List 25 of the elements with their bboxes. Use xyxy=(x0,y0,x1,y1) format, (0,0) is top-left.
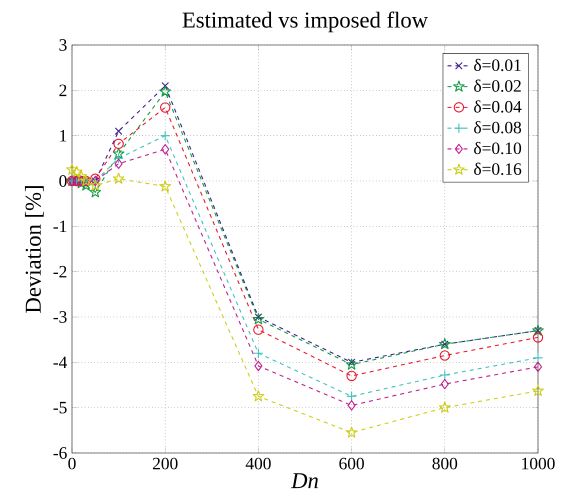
chart-title: Estimated vs imposed flow xyxy=(182,12,428,32)
y-tick-label: -1 xyxy=(54,220,66,232)
x-axis-title: Dn xyxy=(290,473,318,488)
legend-label: δ=0.01 xyxy=(474,58,521,72)
legend-label: δ=0.16 xyxy=(474,162,522,176)
x-tick-label: 0 xyxy=(68,458,76,470)
y-tick-label: 1 xyxy=(60,130,66,142)
legend-label: δ=0.02 xyxy=(474,80,521,92)
y-tick-label: 2 xyxy=(59,84,66,96)
y-tick-label: -5 xyxy=(54,402,67,414)
x-tick-label: 200 xyxy=(152,458,178,470)
x-tick-label: 1000 xyxy=(522,458,555,470)
y-tick-label: 3 xyxy=(59,39,67,51)
y-tick-label: -6 xyxy=(54,447,67,459)
y-tick-label: 0 xyxy=(59,175,67,187)
y-tick-label: -3 xyxy=(54,311,67,323)
legend-label: δ=0.04 xyxy=(474,100,522,113)
legend-label: δ=0.08 xyxy=(474,121,522,134)
x-tick-label: 600 xyxy=(339,458,364,470)
x-tick-label: 800 xyxy=(432,458,458,470)
y-tick-label: -4 xyxy=(54,356,68,368)
legend-label: δ=0.10 xyxy=(474,142,522,154)
y-tick-label: -2 xyxy=(54,266,66,278)
x-tick-label: 400 xyxy=(246,458,271,470)
y-axis-title: Deviation [%] xyxy=(24,186,44,313)
